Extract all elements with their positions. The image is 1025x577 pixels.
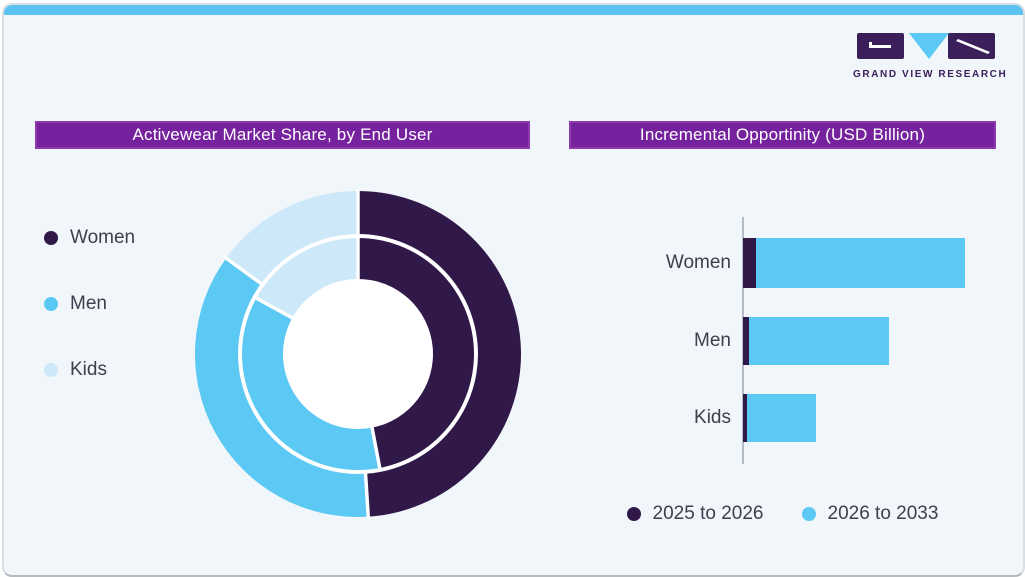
donut-legend-item: Women [44,227,135,249]
bar-category-label: Men [694,330,731,351]
donut-segment-gap [252,295,295,321]
bar-segment [743,238,757,288]
bar-row [743,394,817,442]
right-panel-title: Incremental Opportinity (USD Billion) [569,121,996,149]
donut-legend-label: Women [70,227,136,248]
grand-view-research-logo: GRAND VIEW RESEARCH [853,31,1008,80]
donut-segment [358,191,521,517]
donut-legend-swatch [44,363,58,377]
donut-legend-label: Men [70,293,107,314]
donut-segment-gap [223,255,264,287]
bar-legend: 2025 to 2026 2026 to 2033 [571,503,994,525]
bar-legend-label: 2025 to 2026 [652,503,764,524]
gvr-logo-icon [857,33,995,59]
bar-legend-label: 2026 to 2033 [827,503,939,524]
donut-segment [358,238,474,468]
donut-chart [193,189,523,519]
donut-legend: Women Men Kids [44,227,135,381]
donut-ring-separator [283,279,433,429]
left-panel-title: Activewear Market Share, by End User [35,121,530,149]
bar-category-label: Women [665,252,731,273]
donut-segment-gap [363,471,371,519]
bar-legend-swatch [626,507,641,521]
donut-segment [256,238,358,318]
bar-category-label: Kids [694,407,731,428]
bar-row [743,317,890,365]
donut-segment [226,191,358,284]
bar-legend-item: 2026 to 2033 [801,503,939,525]
bar-segment [746,394,817,442]
bar-category-labels: Women Men Kids [591,217,731,467]
report-card: GRAND VIEW RESEARCH Activewear Market Sh… [2,3,1025,577]
bar-chart [742,217,993,464]
logo-wordmark: GRAND VIEW RESEARCH [853,69,1008,80]
bar-segment [748,317,890,365]
bar-legend-swatch [801,507,816,521]
bar-legend-item: 2025 to 2026 [626,503,764,525]
donut-legend-label: Kids [70,359,107,380]
donut-legend-item: Kids [44,359,135,381]
donut-legend-item: Men [44,293,135,315]
donut-segment [195,258,369,517]
donut-legend-swatch [44,297,58,311]
top-accent-strip [4,5,1023,15]
donut-chart-svg [195,189,521,519]
bar-segment [743,394,747,442]
bar-segment [743,317,749,365]
bar-row [743,238,965,288]
donut-segment [242,298,380,470]
bar-segment [756,238,965,288]
donut-segment-gap [369,425,383,472]
donut-legend-swatch [44,231,58,245]
